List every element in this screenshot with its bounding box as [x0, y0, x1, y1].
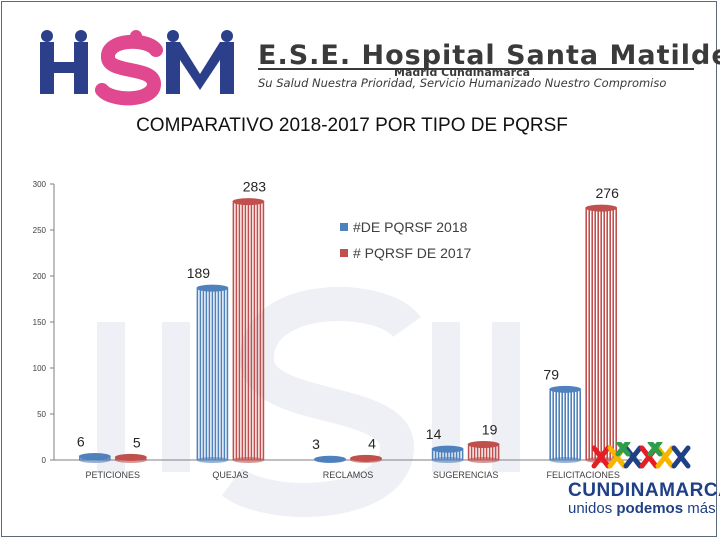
bar-2018 [78, 452, 111, 463]
bar-2017 [232, 198, 265, 463]
data-label: 79 [543, 366, 559, 382]
bar-cap [232, 198, 265, 206]
watermark-bar [97, 322, 125, 472]
watermark-bar [492, 322, 520, 472]
bar-2018 [314, 455, 346, 463]
y-tick-label: 200 [33, 272, 47, 281]
hsm-logo [40, 30, 234, 106]
y-tick-label: 300 [33, 180, 47, 189]
bar-base [314, 457, 346, 463]
legend-item-2017: # PQRSF DE 2017 [340, 240, 471, 266]
data-label: 189 [187, 265, 211, 281]
bar-base [232, 457, 265, 463]
bar-base [431, 457, 464, 463]
data-label: 276 [596, 185, 620, 201]
data-label: 283 [243, 179, 267, 195]
watermark-s [221, 287, 421, 517]
data-label: 19 [482, 422, 498, 438]
bar-cap [467, 441, 500, 449]
bar-cap [196, 284, 229, 292]
bar-2017 [585, 204, 618, 463]
legend-swatch-2017 [340, 249, 348, 257]
chart-legend: #DE PQRSF 2018 # PQRSF DE 2017 [340, 214, 471, 266]
bar-cap [585, 204, 618, 212]
bar-2018 [431, 445, 464, 463]
x-tick-label: QUEJAS [212, 470, 248, 480]
data-label: 5 [133, 434, 141, 450]
y-tick-label: 0 [42, 456, 47, 465]
cundinamarca-tagline: unidos podemos más [568, 500, 716, 517]
bar-2018 [549, 385, 582, 463]
bar-cap [549, 385, 582, 393]
bar-base [78, 457, 111, 463]
bar-base [467, 457, 500, 463]
y-tick-label: 50 [37, 410, 46, 419]
bar-2017 [114, 453, 147, 463]
org-city: Madrid Cundinamarca [394, 66, 531, 79]
bar-base [196, 457, 229, 463]
y-tick-label: 100 [33, 364, 47, 373]
bar-2017 [467, 441, 500, 463]
header-divider [258, 68, 694, 70]
org-slogan: Su Salud Nuestra Prioridad, Servicio Hum… [258, 76, 667, 90]
data-label: 14 [426, 426, 442, 442]
bar-2018 [196, 284, 229, 463]
data-label: 6 [77, 433, 85, 449]
x-tick-label: SUGERENCIAS [433, 470, 499, 480]
bar-2017 [350, 454, 382, 463]
data-label: 4 [368, 435, 376, 451]
legend-swatch-2018 [340, 223, 348, 231]
x-tick-label: FELICITACIONES [547, 470, 620, 480]
org-name: E.S.E. Hospital Santa Matilde [258, 40, 720, 71]
bar-base [114, 457, 147, 463]
chart-title: COMPARATIVO 2018-2017 POR TIPO DE PQRSF [136, 115, 568, 136]
x-tick-label: RECLAMOS [323, 470, 374, 480]
x-tick-label: PETICIONES [86, 470, 141, 480]
watermark-bar [162, 322, 190, 472]
cundinamarca-logo [591, 442, 691, 469]
cundinamarca-name: CUNDINAMARCA [568, 480, 720, 501]
legend-item-2018: #DE PQRSF 2018 [340, 214, 471, 240]
legend-label-2018: #DE PQRSF 2018 [353, 219, 468, 235]
bar-base [549, 457, 582, 463]
bar-base [350, 457, 382, 463]
legend-label-2017: # PQRSF DE 2017 [353, 245, 472, 261]
data-label: 3 [312, 436, 320, 452]
y-tick-label: 250 [33, 226, 47, 235]
y-tick-label: 150 [33, 318, 47, 327]
bar-cap [431, 445, 464, 453]
